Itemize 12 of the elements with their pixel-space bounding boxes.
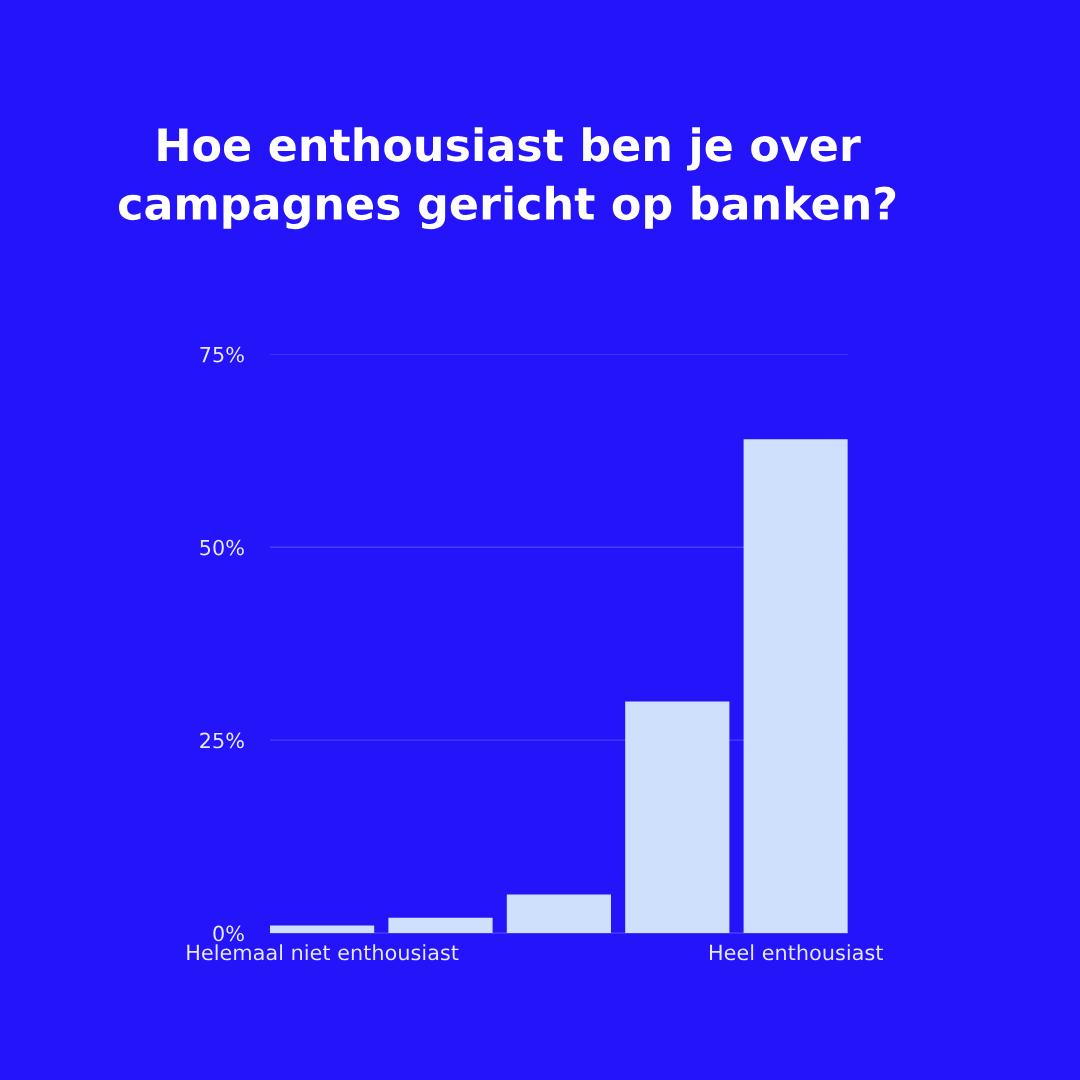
y-tick-label: 50%	[200, 539, 244, 556]
x-tick-label: Heel enthousiast	[710, 944, 883, 961]
bar	[388, 917, 493, 934]
y-tick-label: 75%	[200, 346, 244, 363]
bar	[506, 894, 611, 934]
y-tick-label: 25%	[200, 732, 244, 749]
chart-title: Hoe enthousiast ben je over campagnes gericht op banken?	[119, 127, 896, 230]
x-tick-label: Helemaal niet enthousiast	[187, 944, 459, 961]
bar	[270, 925, 375, 934]
y-tick-label: 0%	[213, 925, 244, 942]
bar	[625, 701, 730, 934]
bar	[743, 439, 848, 934]
